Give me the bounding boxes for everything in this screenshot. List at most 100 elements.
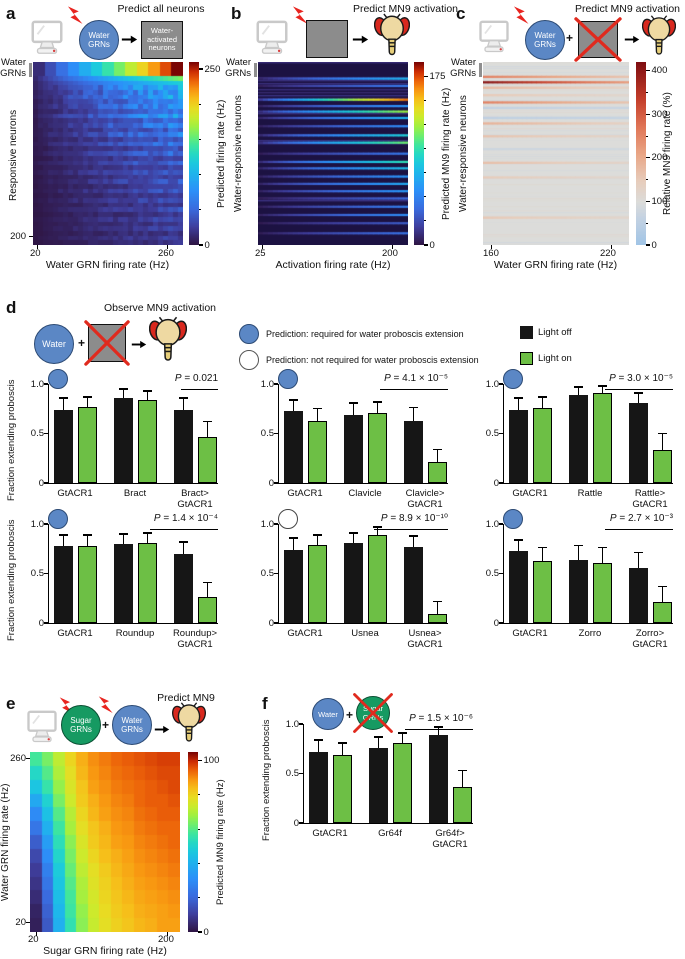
y-tick-mark <box>499 523 503 525</box>
y-tick-mark <box>44 432 48 435</box>
error-bar <box>62 534 65 546</box>
y-tick-label: 0.5 <box>485 568 499 579</box>
plus-sign: + <box>78 336 86 350</box>
error-bar-cap <box>349 532 358 534</box>
water-grns-icon: Water GRNs <box>525 20 565 60</box>
x-tick-label: 160 <box>483 248 499 259</box>
error-bar <box>436 601 439 615</box>
water-grns-icon: Water GRNs <box>112 705 152 745</box>
bar-chart-roundup: Fraction extending proboscis 1.0 0.5 0 GtACR… <box>4 509 230 662</box>
bar-light-on <box>138 399 157 483</box>
bar-chart-bract: Fraction extending proboscis 1.0 0.5 0 GtACR… <box>4 369 230 522</box>
y-tick-mark <box>499 572 503 575</box>
y-tick-mark <box>274 622 278 624</box>
error-bar-cap <box>179 397 188 399</box>
error-bar <box>182 541 185 554</box>
bar-light-off <box>54 409 73 483</box>
y-tick-label: 0 <box>493 617 499 629</box>
panel-d-label: d <box>6 298 17 317</box>
colorbar-b-canvas <box>414 62 424 245</box>
error-bar <box>352 532 355 543</box>
y-tick-label: 0 <box>38 617 44 629</box>
y-axis-line <box>48 384 50 484</box>
colorbar-label: Predicted MN9 firing rate (Hz) <box>441 87 452 220</box>
light-bolt-icon <box>58 697 75 716</box>
panel-b-label: b <box>231 4 242 23</box>
error-bar <box>437 726 440 735</box>
x-tick-label: 200 <box>382 248 398 259</box>
colorbar-minor-tick <box>199 174 202 176</box>
x-group-label: Rattle <box>577 488 603 499</box>
x-axis-line <box>48 623 218 625</box>
bar-light-off <box>569 559 588 623</box>
activation-box <box>306 20 348 58</box>
bar-light-off <box>174 553 193 623</box>
panel-c-label: c <box>456 4 466 23</box>
x-axis-line <box>303 823 473 825</box>
bar-light-off <box>629 402 648 483</box>
colorbar-tick-mark <box>646 157 650 159</box>
error-bar <box>206 582 209 598</box>
bar-light-off <box>509 409 528 483</box>
error-bar <box>601 547 604 563</box>
arrow-icon <box>352 32 369 44</box>
bar-light-on <box>533 560 552 623</box>
x-axis-line <box>48 483 218 485</box>
colorbar-label: Predicted firing rate (Hz) <box>216 99 227 208</box>
error-bar-cap <box>409 407 418 409</box>
error-bar-cap <box>203 421 212 423</box>
x-group-label: Zorro> GtACR1 <box>632 628 668 650</box>
panel-a-label: a <box>6 4 16 23</box>
y-tick-mark <box>274 523 278 525</box>
panel-a-title: Predict all neurons <box>117 3 205 15</box>
bar-light-on <box>428 614 447 623</box>
error-bar-cap <box>374 736 383 738</box>
tick-mark <box>611 245 613 249</box>
bar-light-on <box>308 544 327 623</box>
y-tick-label: 20 <box>15 917 26 928</box>
y-tick-mark <box>499 482 503 484</box>
arrow-icon <box>131 337 147 349</box>
light-bolt-icon <box>291 6 309 26</box>
bar-light-on <box>533 407 552 483</box>
tick-mark <box>491 245 493 249</box>
error-bar <box>292 537 295 550</box>
bar-light-on <box>593 392 612 483</box>
monitor-icon <box>255 20 289 58</box>
x-group-label: Roundup> GtACR1 <box>172 628 218 650</box>
y-tick-mark <box>299 723 303 725</box>
light-bolt-icon <box>512 6 530 26</box>
colorbar-tick-mark <box>646 200 650 203</box>
error-bar <box>352 402 355 415</box>
colorbar-e-canvas <box>188 752 198 932</box>
colorbar-minor-tick <box>198 897 201 899</box>
bar-light-on <box>78 406 97 483</box>
error-bar-cap <box>433 600 442 602</box>
light-bolt-icon <box>97 696 114 715</box>
colorbar-minor-tick <box>198 828 201 830</box>
y-tick-label: 0 <box>38 477 44 489</box>
y-tick-mark <box>44 523 48 525</box>
x-group-label: Usnea <box>351 628 379 639</box>
bar-chart-clavicle: 1.0 0.5 0 GtACR1 Clavicle Clavicle> GtACR1 P =… <box>234 369 460 522</box>
y-tick-mark <box>499 432 503 435</box>
colorbar-tick-mark <box>199 68 203 70</box>
monitor-icon <box>30 20 64 58</box>
y-axis-line <box>503 524 505 624</box>
bar-chart-usnea: 1.0 0.5 0 GtACR1 Usnea Usnea> GtACR1 P = 8.9 ×… <box>234 509 460 662</box>
x-group-label: Clavicle> GtACR1 <box>405 488 445 510</box>
colorbar-tick-label: 175 <box>429 70 446 82</box>
bar-light-on <box>333 754 352 823</box>
x-group-label: Gr64f <box>378 828 402 839</box>
error-bar <box>317 739 320 752</box>
light-off-swatch <box>520 326 533 339</box>
p-value-label: P = 8.9 × 10⁻¹⁰ <box>380 513 448 524</box>
heatmap-e-canvas <box>30 752 180 932</box>
x-axis-line <box>503 483 673 485</box>
monitor-icon <box>26 710 58 746</box>
y-axis-label: Responsive neurons <box>8 109 19 201</box>
sugar-grns-icon: Sugar GRNs <box>61 705 101 745</box>
bar-light-on <box>428 462 447 483</box>
error-bar-cap <box>289 537 298 539</box>
